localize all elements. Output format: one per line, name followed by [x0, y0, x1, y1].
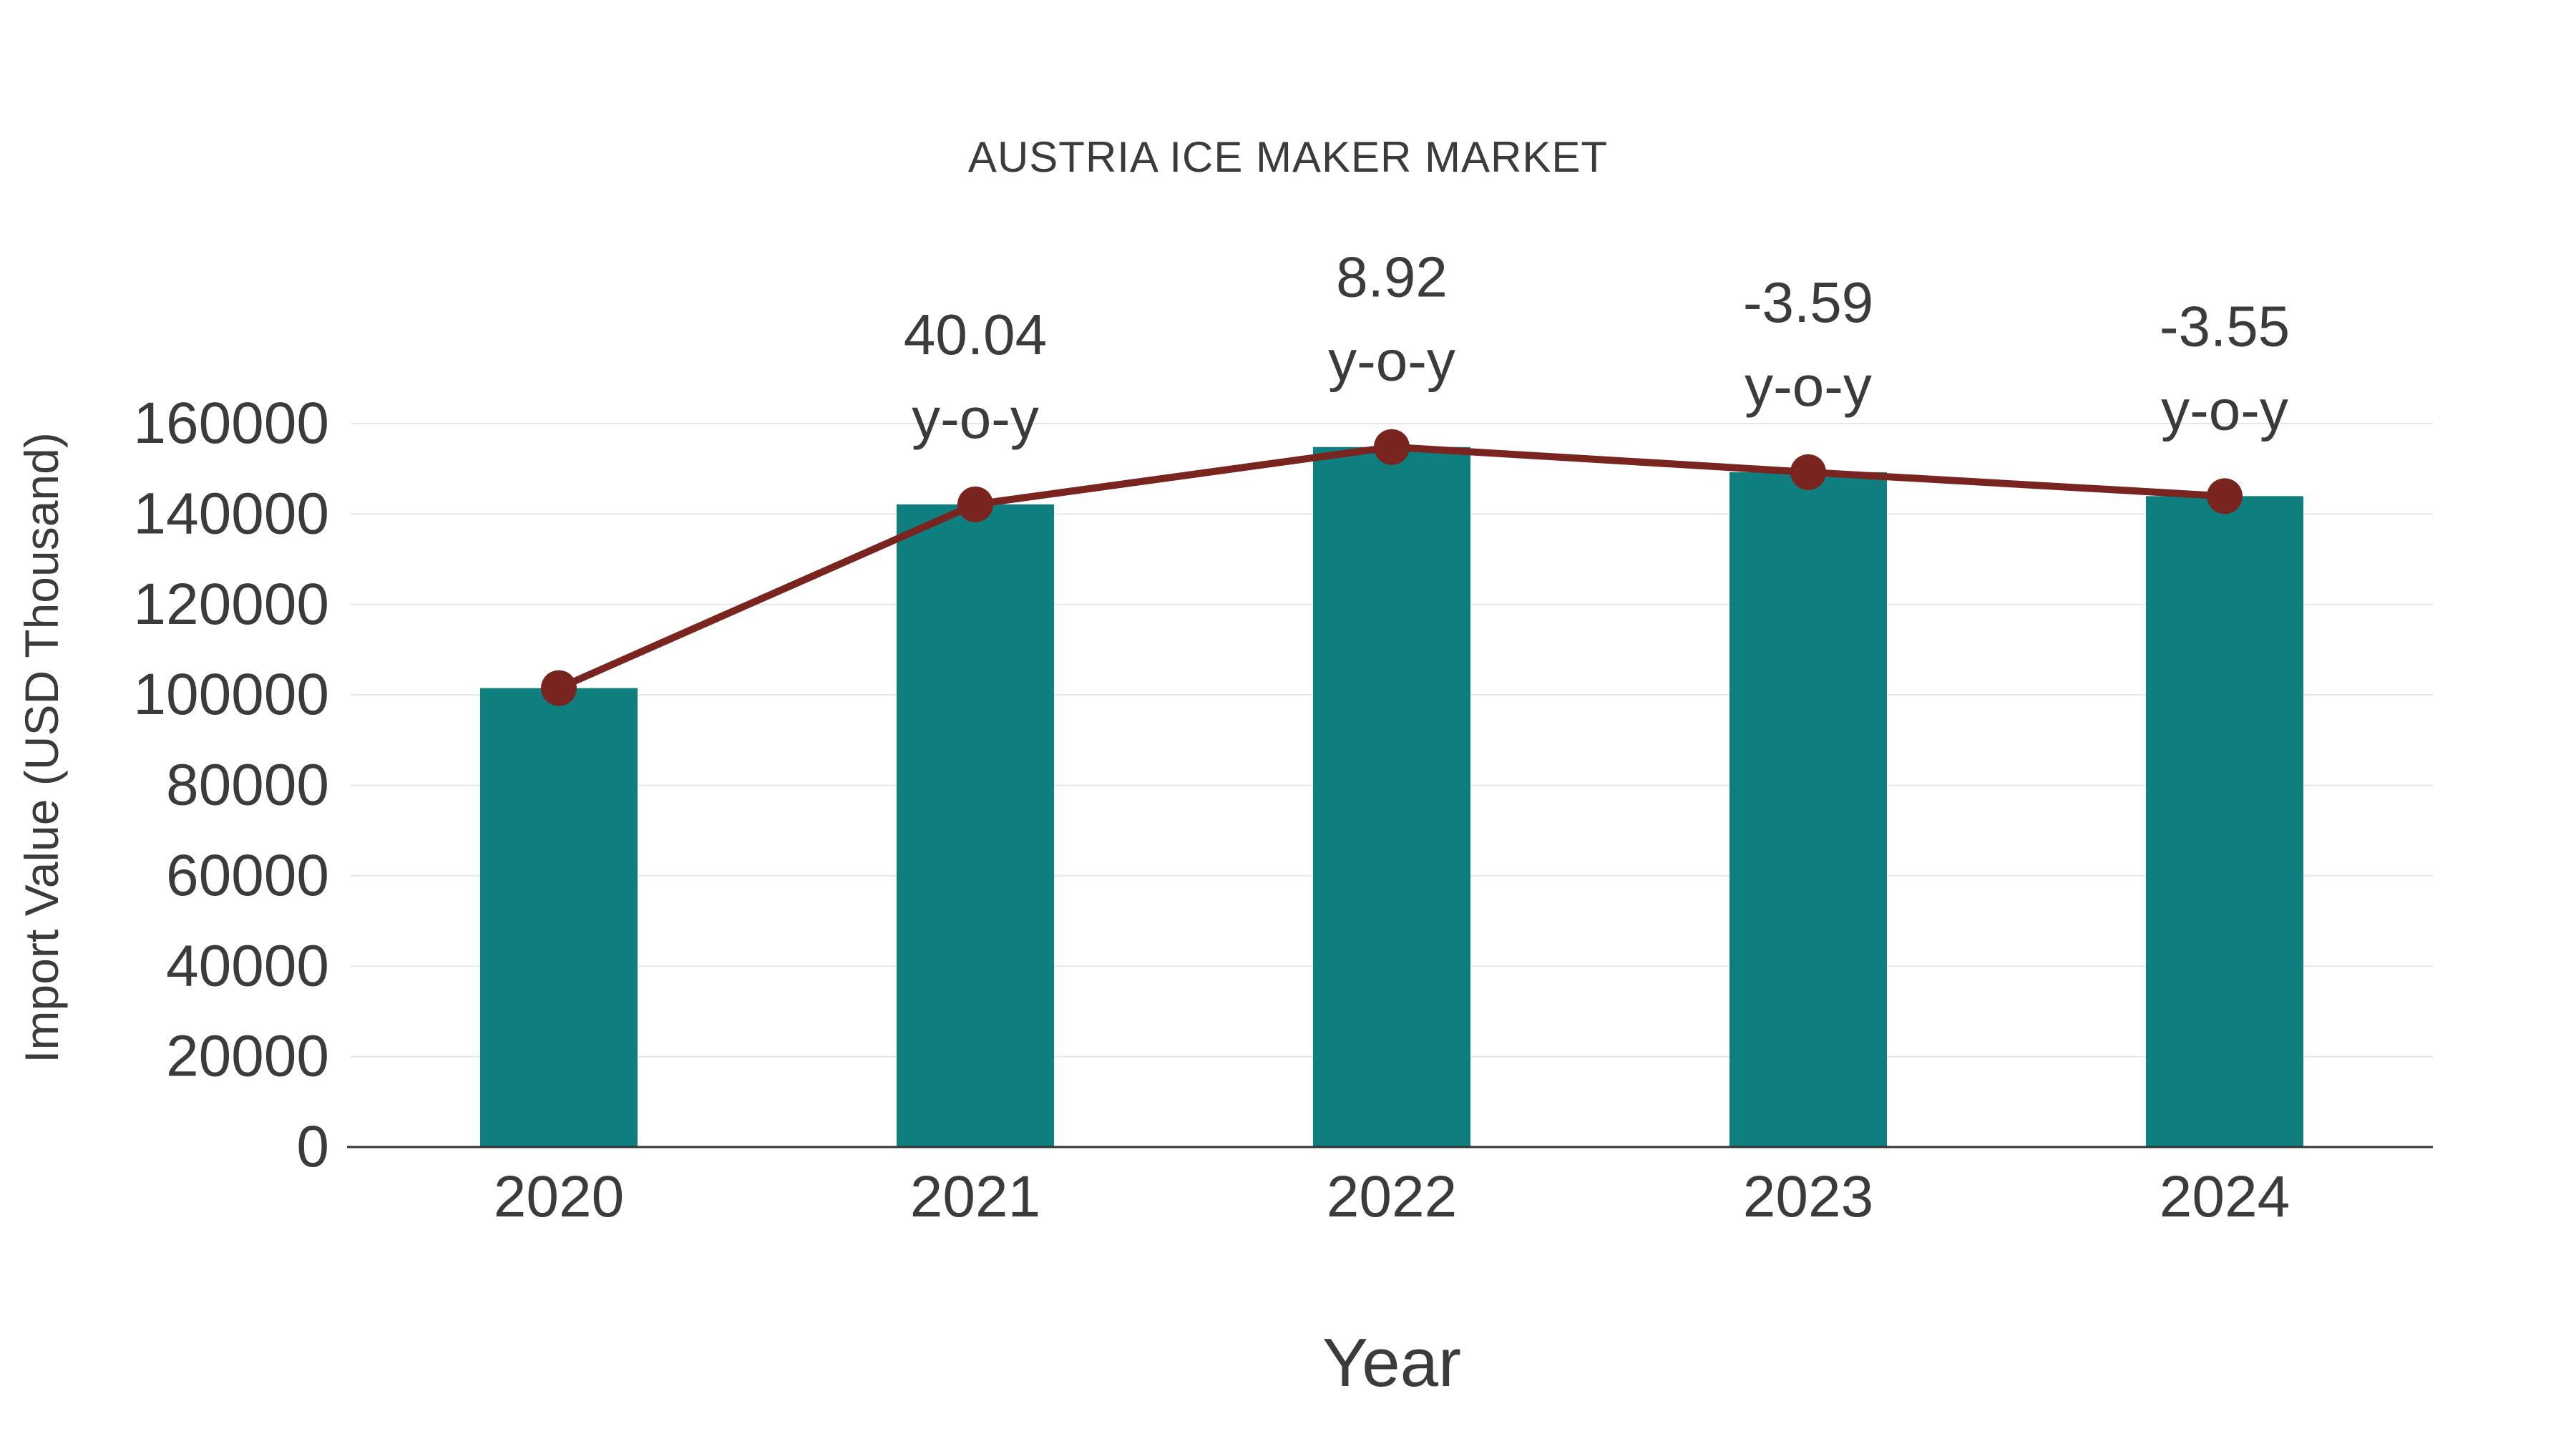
y-tick-label-160000: 160000: [133, 391, 329, 456]
y-tick-label-140000: 140000: [133, 481, 329, 546]
x-tick-label-2022: 2022: [1327, 1164, 1457, 1229]
bar-2023: [1729, 472, 1887, 1147]
x-axis-title: Year: [1322, 1324, 1461, 1401]
annotation-suffix-2023: y-o-y: [1745, 354, 1872, 418]
y-tick-label-100000: 100000: [133, 662, 329, 727]
annotation-value-2024: -3.55: [2160, 294, 2290, 358]
x-tick-label-2024: 2024: [2160, 1164, 2290, 1229]
marker-2024: [2207, 478, 2243, 514]
y-tick-label-20000: 20000: [166, 1024, 329, 1089]
annotation-value-2021: 40.04: [904, 303, 1047, 366]
bar-2021: [897, 504, 1054, 1147]
marker-2022: [1374, 429, 1410, 465]
marker-2023: [1790, 454, 1826, 490]
bar-2022: [1313, 447, 1470, 1147]
x-tick-label-2021: 2021: [910, 1164, 1040, 1229]
y-tick-label-80000: 80000: [166, 753, 329, 818]
x-tick-label-2023: 2023: [1743, 1164, 1873, 1229]
bar-2020: [480, 688, 638, 1147]
annotation-value-2022: 8.92: [1336, 245, 1448, 309]
y-tick-label-0: 0: [296, 1114, 329, 1179]
annotation-suffix-2021: y-o-y: [912, 386, 1039, 450]
y-tick-label-120000: 120000: [133, 572, 329, 637]
y-tick-label-40000: 40000: [166, 933, 329, 998]
marker-2021: [957, 486, 993, 522]
x-tick-label-2020: 2020: [494, 1164, 624, 1229]
annotation-suffix-2022: y-o-y: [1328, 329, 1455, 393]
y-tick-label-60000: 60000: [166, 843, 329, 908]
marker-2020: [541, 670, 577, 706]
annotation-suffix-2024: y-o-y: [2161, 378, 2288, 441]
bar-2024: [2146, 496, 2303, 1147]
chart-title: AUSTRIA ICE MAKER MARKET: [967, 133, 1609, 181]
annotation-value-2023: -3.59: [1743, 270, 1873, 334]
